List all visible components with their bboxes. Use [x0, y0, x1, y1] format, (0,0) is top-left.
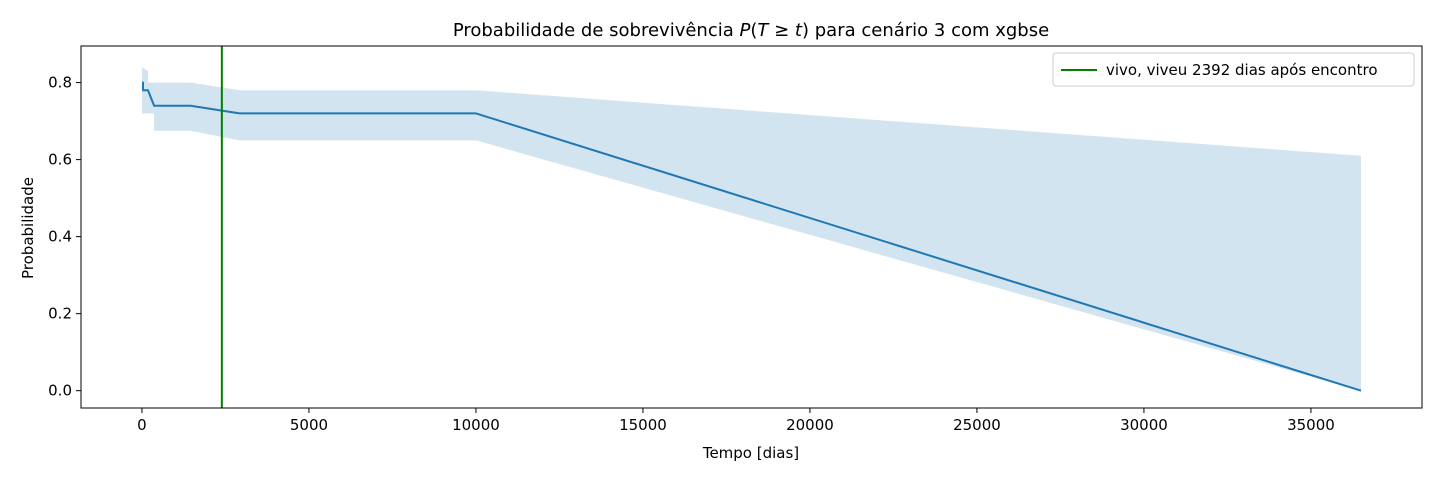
x-tick-label: 15000	[619, 416, 667, 434]
y-tick-label: 0.8	[48, 74, 72, 92]
y-tick-label: 0.0	[48, 382, 72, 400]
confidence-band	[142, 67, 1361, 391]
y-tick-label: 0.4	[48, 228, 72, 246]
x-tick-label: 20000	[786, 416, 834, 434]
x-axis-label: Tempo [dias]	[702, 444, 799, 462]
plot-frame	[80, 45, 1423, 409]
legend-label: vivo, viveu 2392 dias após encontro	[1106, 61, 1378, 79]
survival-line-0	[142, 81, 1362, 392]
y-axis-label: Probabilidade	[19, 177, 37, 279]
x-tick-label: 35000	[1287, 416, 1335, 434]
y-tick-label: 0.2	[48, 305, 72, 323]
plot-area	[142, 46, 1362, 408]
x-tick-label: 0	[137, 416, 147, 434]
y-tick-label: 0.6	[48, 151, 72, 169]
y-axis: 0.0 0.2 0.4 0.6 0.8	[48, 74, 81, 400]
x-tick-label: 10000	[452, 416, 500, 434]
chart-title: Probabilidade de sobrevivência P(T ≥ t) …	[453, 20, 1049, 41]
x-axis: 0 5000 10000 15000 20000 25000 30000 35000	[137, 408, 1335, 434]
x-tick-label: 25000	[953, 416, 1001, 434]
x-tick-label: 5000	[290, 416, 328, 434]
legend-box	[1052, 52, 1415, 87]
legend: vivo, viveu 2392 dias após encontro	[1052, 52, 1415, 87]
x-tick-label: 30000	[1120, 416, 1168, 434]
